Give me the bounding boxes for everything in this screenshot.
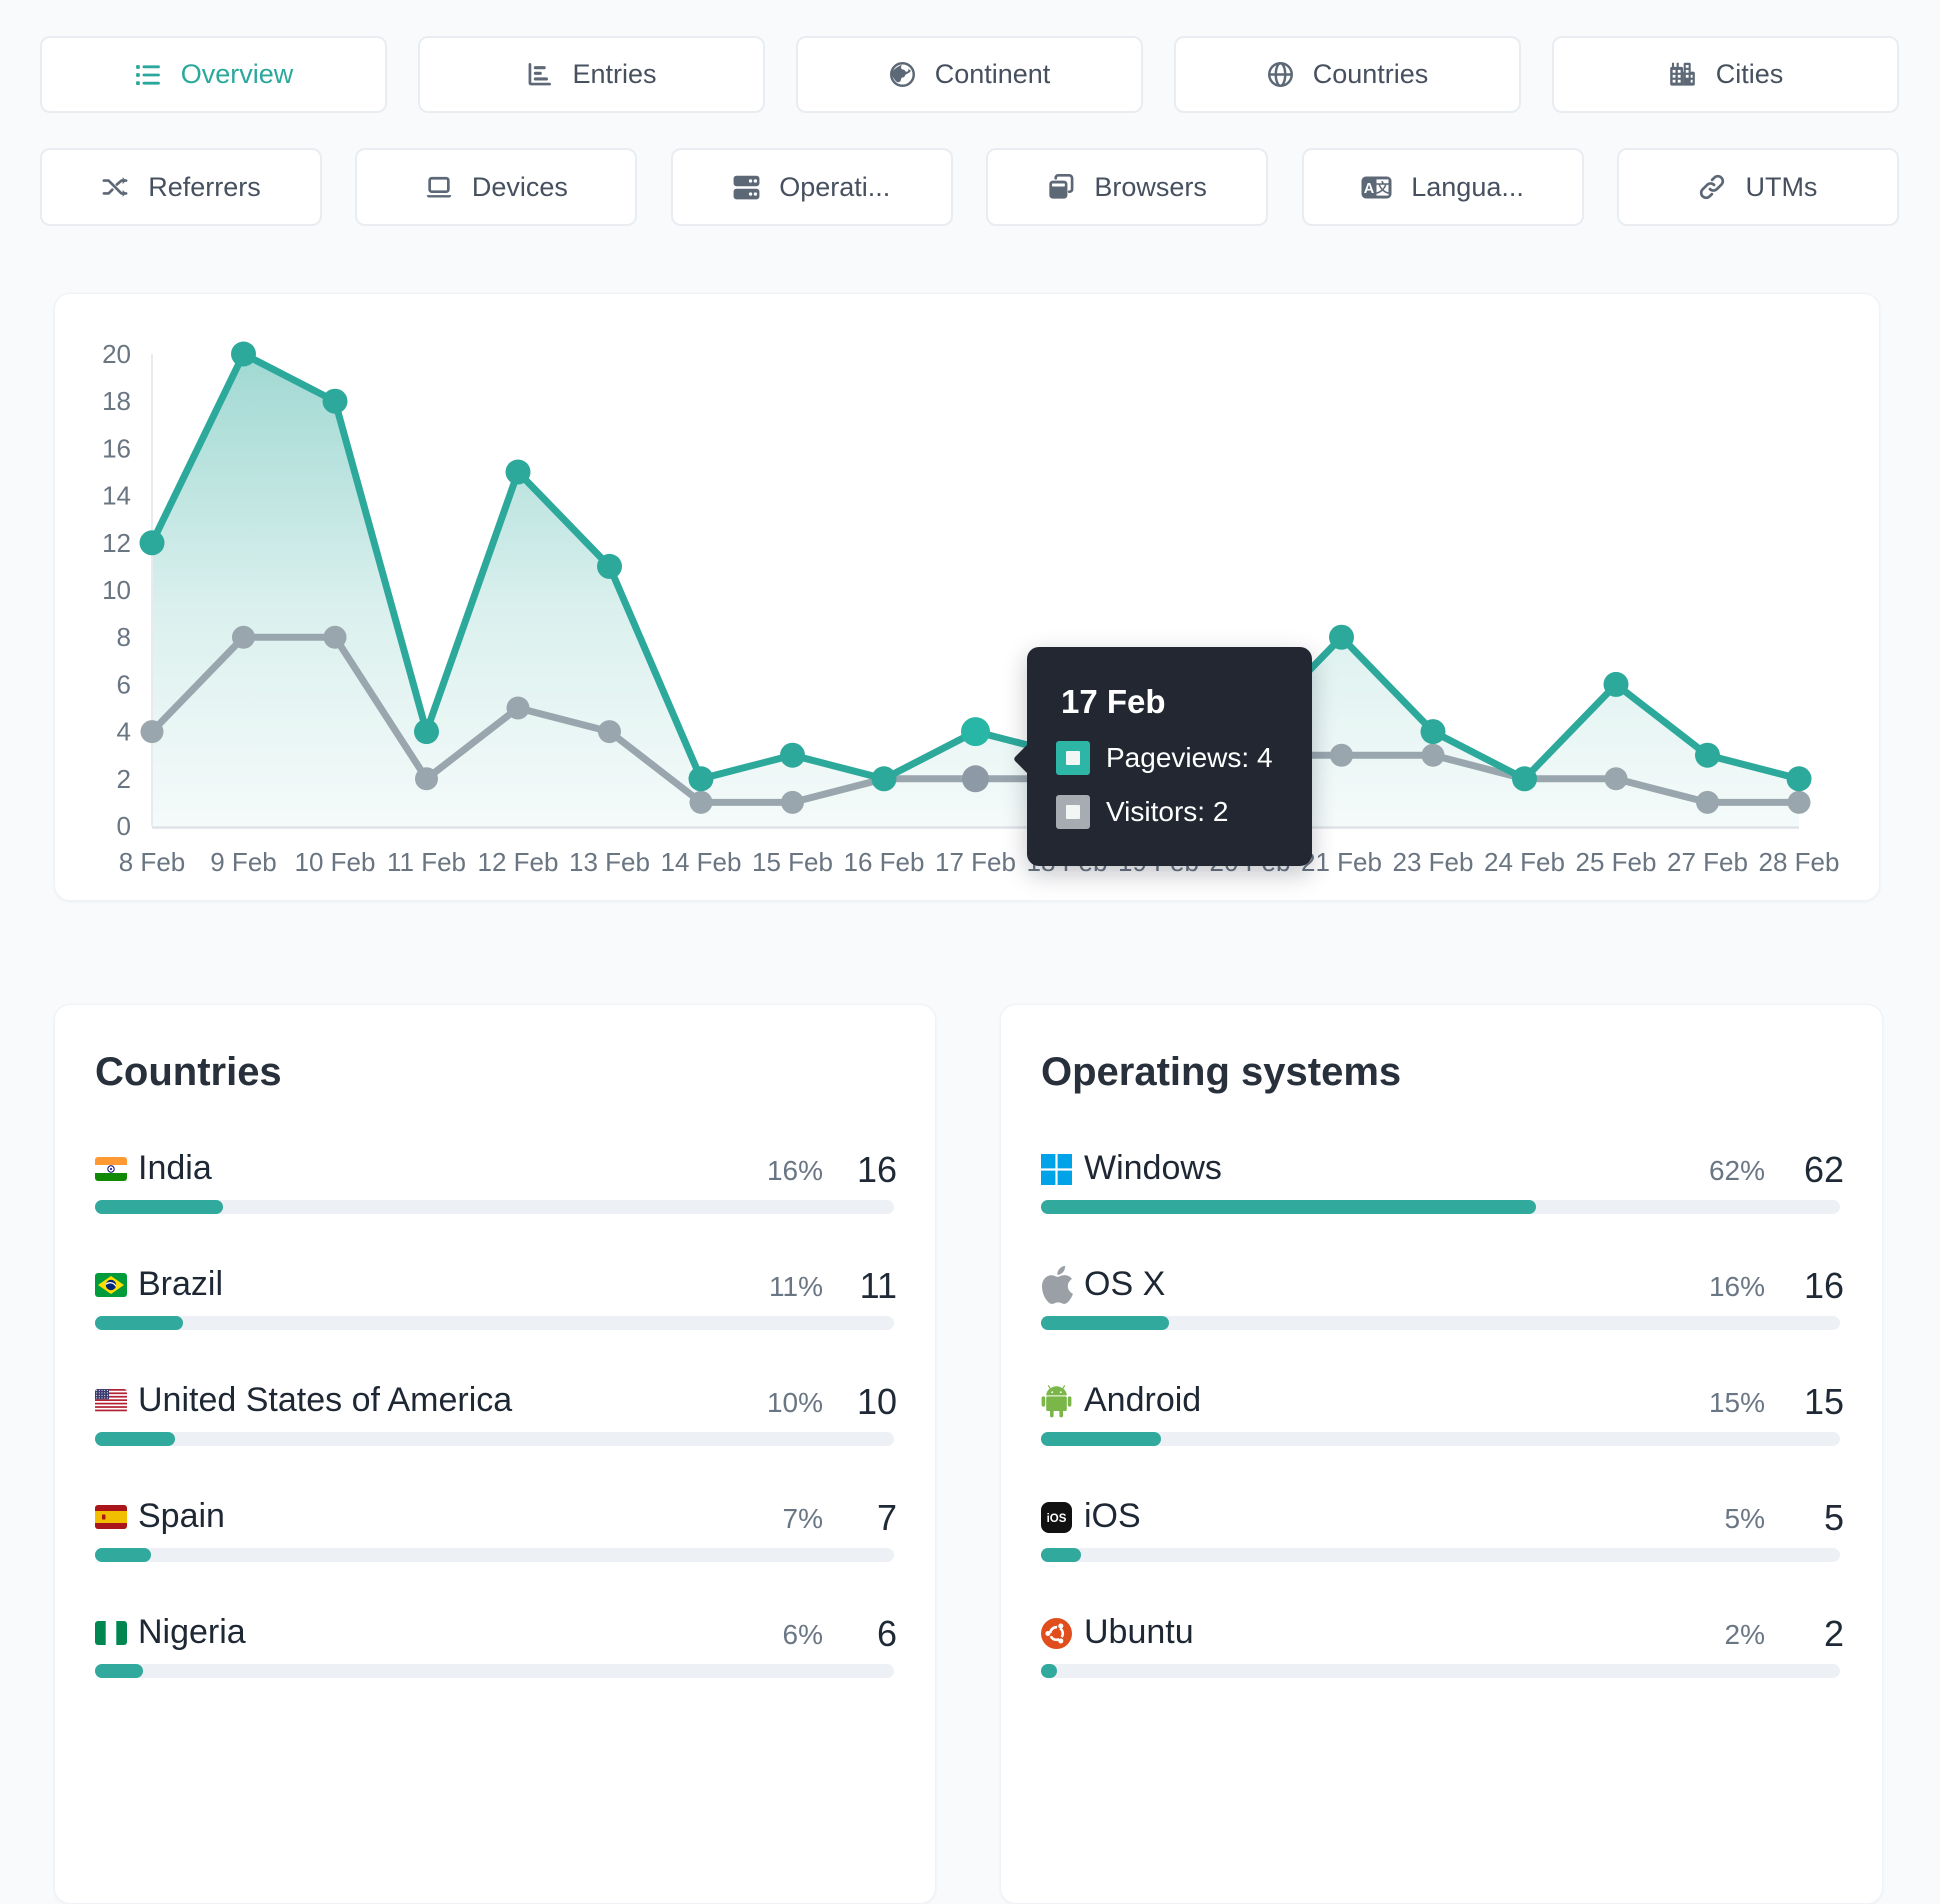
svg-text:15 Feb: 15 Feb [752, 847, 833, 877]
svg-text:9 Feb: 9 Feb [210, 847, 277, 877]
svg-text:17 Feb: 17 Feb [935, 847, 1016, 877]
svg-text:8: 8 [117, 622, 131, 652]
svg-text:13 Feb: 13 Feb [569, 847, 650, 877]
svg-text:14 Feb: 14 Feb [661, 847, 742, 877]
svg-text:16 Feb: 16 Feb [844, 847, 925, 877]
svg-text:23 Feb: 23 Feb [1393, 847, 1474, 877]
svg-text:14: 14 [102, 481, 131, 511]
svg-text:10 Feb: 10 Feb [295, 847, 376, 877]
svg-text:12: 12 [102, 528, 131, 558]
svg-text:2: 2 [117, 764, 131, 794]
svg-text:文: 文 [1376, 180, 1390, 195]
svg-text:25 Feb: 25 Feb [1576, 847, 1657, 877]
svg-text:8 Feb: 8 Feb [119, 847, 186, 877]
svg-text:28 Feb: 28 Feb [1759, 847, 1840, 877]
svg-text:21 Feb: 21 Feb [1301, 847, 1382, 877]
svg-text:10: 10 [102, 575, 131, 605]
svg-text:4: 4 [117, 717, 131, 747]
svg-text:12 Feb: 12 Feb [478, 847, 559, 877]
svg-text:27 Feb: 27 Feb [1667, 847, 1748, 877]
svg-text:iOS: iOS [1047, 1513, 1067, 1525]
svg-text:0: 0 [117, 811, 131, 841]
svg-text:11 Feb: 11 Feb [387, 847, 466, 877]
svg-text:18: 18 [102, 386, 131, 416]
svg-text:A: A [1364, 181, 1375, 197]
svg-text:20: 20 [102, 339, 131, 369]
svg-text:6: 6 [117, 669, 131, 699]
svg-text:16: 16 [102, 433, 131, 463]
svg-text:24 Feb: 24 Feb [1484, 847, 1565, 877]
